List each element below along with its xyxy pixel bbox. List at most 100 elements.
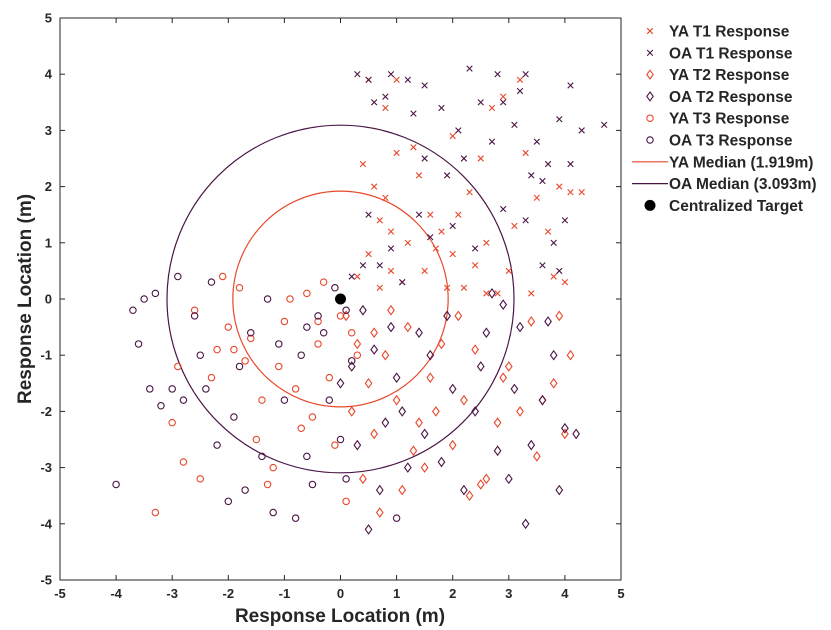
- data-point: [382, 93, 389, 100]
- data-point: [533, 194, 541, 202]
- data-point: [555, 484, 564, 496]
- data-point: [476, 479, 485, 490]
- data-point: [370, 99, 378, 106]
- data-point: [528, 290, 535, 297]
- data-point: [544, 228, 552, 235]
- data-point: [353, 439, 362, 451]
- data-point: [477, 99, 484, 106]
- oa-median-circle: [166, 124, 515, 474]
- data-point: [404, 76, 412, 84]
- data-point: [331, 441, 339, 449]
- data-point: [213, 441, 221, 449]
- legend-marker: [644, 199, 656, 211]
- data-point: [465, 490, 474, 502]
- legend-label: YA T1 Response: [669, 24, 790, 41]
- data-point: [550, 273, 557, 280]
- data-point: [443, 284, 451, 291]
- data-point: [403, 321, 412, 333]
- data-point: [336, 377, 345, 389]
- data-point: [359, 262, 367, 269]
- data-point: [375, 484, 384, 496]
- data-point: [415, 327, 423, 339]
- data-point: [370, 344, 379, 355]
- data-point: [365, 76, 372, 84]
- data-point: [375, 507, 384, 518]
- data-point: [230, 345, 238, 354]
- data-point: [263, 295, 272, 303]
- data-point: [539, 262, 546, 269]
- data-point: [578, 189, 585, 196]
- data-point: [325, 396, 334, 404]
- data-point: [387, 321, 395, 333]
- data-point: [246, 328, 255, 337]
- data-point: [443, 310, 451, 322]
- data-point: [314, 312, 322, 320]
- data-point: [556, 115, 563, 123]
- data-point: [499, 299, 508, 310]
- data-point: [476, 361, 485, 372]
- data-point: [420, 462, 429, 473]
- data-point: [504, 361, 513, 372]
- x-axis-label: Response Location (m): [235, 606, 445, 627]
- data-point: [134, 340, 143, 348]
- data-point: [567, 189, 574, 196]
- data-point: [218, 272, 227, 281]
- data-point: [342, 306, 350, 314]
- data-point: [342, 497, 350, 506]
- data-point: [483, 290, 490, 297]
- data-point: [522, 71, 529, 78]
- data-point: [404, 239, 412, 246]
- data-point: [471, 344, 480, 355]
- legend-marker: [646, 91, 654, 102]
- data-point: [353, 351, 362, 359]
- y-tick-label: -1: [40, 348, 52, 363]
- data-point: [567, 160, 574, 168]
- y-axis-label: Response Location (m): [15, 194, 36, 404]
- data-point: [505, 267, 512, 275]
- data-point: [556, 183, 563, 190]
- data-point: [331, 284, 339, 292]
- data-point: [516, 76, 524, 84]
- data-point: [511, 121, 518, 128]
- data-point: [438, 228, 445, 235]
- data-point: [168, 385, 176, 393]
- data-point: [488, 138, 496, 145]
- data-point: [544, 316, 552, 327]
- data-point: [415, 211, 423, 218]
- data-point: [500, 93, 507, 100]
- data-point: [516, 321, 524, 333]
- data-point: [454, 310, 463, 322]
- data-point: [578, 127, 585, 134]
- data-point: [381, 417, 390, 428]
- x-tick-label: 3: [505, 586, 512, 601]
- data-point: [449, 222, 456, 230]
- data-point: [365, 250, 372, 258]
- data-point: [494, 290, 501, 297]
- data-point: [376, 262, 383, 269]
- data-point: [393, 76, 400, 84]
- data-point: [482, 327, 491, 339]
- data-point: [224, 323, 233, 331]
- data-point: [213, 345, 221, 354]
- data-point: [488, 288, 496, 299]
- legend-label: OA Median (3.093m): [669, 176, 817, 193]
- data-point: [482, 473, 491, 485]
- data-point: [140, 295, 148, 303]
- legend-label: OA T3 Response: [669, 133, 793, 150]
- data-point: [303, 289, 311, 298]
- data-point: [427, 211, 434, 218]
- data-point: [342, 310, 350, 322]
- data-point: [387, 304, 395, 316]
- y-tick-label: 1: [45, 235, 52, 250]
- centralized-target-dot: [335, 293, 346, 305]
- data-point: [387, 245, 395, 252]
- data-point: [504, 473, 513, 485]
- data-point: [443, 172, 451, 179]
- data-point: [359, 304, 367, 316]
- data-point: [157, 402, 165, 410]
- data-point: [549, 377, 558, 389]
- data-point: [572, 428, 581, 440]
- x-tick-label: 2: [449, 586, 456, 601]
- data-point: [382, 104, 389, 112]
